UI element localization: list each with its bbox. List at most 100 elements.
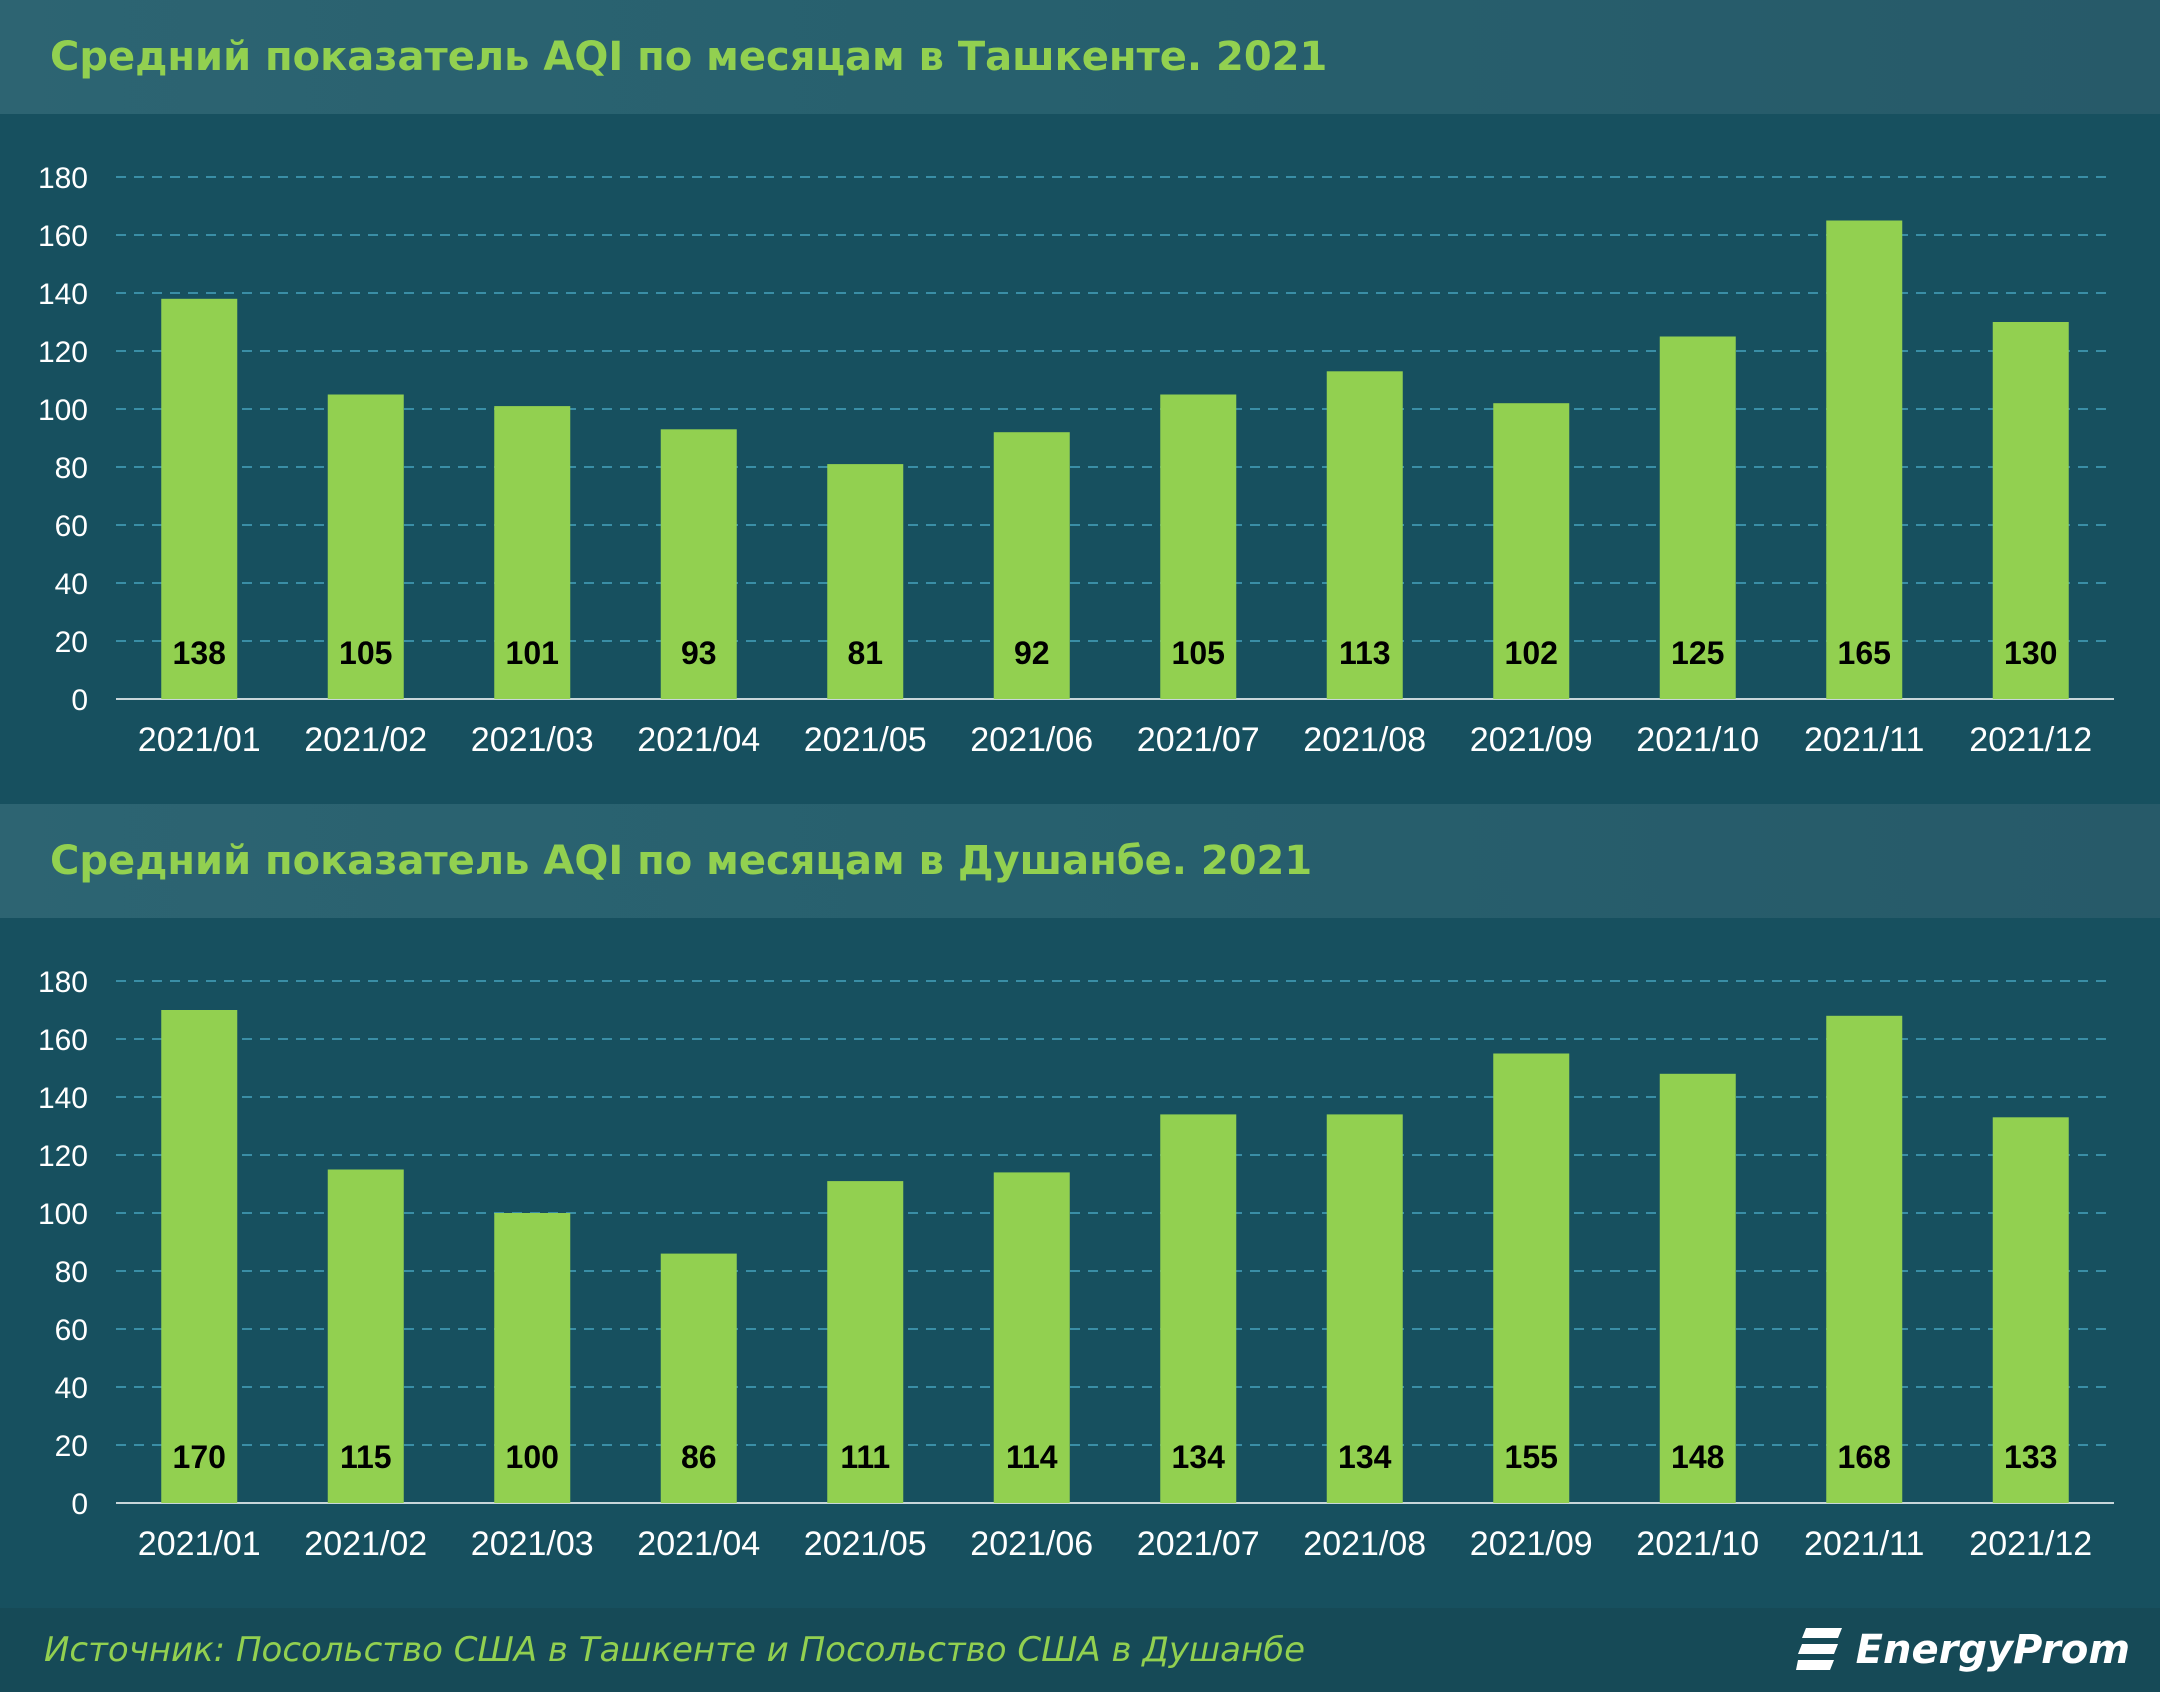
y-tick-label: 160 [38,220,88,253]
bar [1326,371,1403,699]
x-tick-label: 2021/09 [1470,721,1593,759]
x-tick-label: 2021/07 [1137,721,1260,759]
data-label: 101 [506,635,559,671]
y-tick-label: 20 [55,626,88,659]
data-label: 170 [173,1439,226,1475]
data-label: 138 [173,635,226,671]
data-label: 100 [506,1439,559,1475]
data-label: 86 [681,1439,717,1475]
data-label: 125 [1671,635,1724,671]
data-label: 155 [1505,1439,1558,1475]
y-tick-label: 60 [55,1314,88,1347]
y-tick-label: 180 [38,966,88,999]
x-tick-label: 2021/03 [471,1525,594,1563]
data-label: 102 [1505,635,1558,671]
x-tick-label: 2021/12 [1969,1525,2092,1563]
y-tick-label: 160 [38,1024,88,1057]
bar [1493,1053,1570,1503]
bar [1160,394,1237,699]
data-label: 105 [1172,635,1225,671]
energyprom-logo-icon [1795,1628,1842,1670]
bar [1992,1117,2069,1503]
y-tick-label: 40 [55,1372,88,1405]
bar [993,1172,1070,1503]
data-label: 111 [840,1439,890,1475]
x-tick-label: 2021/07 [1137,1525,1260,1563]
x-tick-label: 2021/08 [1303,1525,1426,1563]
bar [494,406,571,699]
source-note: Источник: Посольство США в Ташкенте и По… [44,1630,1306,1670]
y-tick-label: 60 [55,510,88,543]
chart-title-dushanbe: Средний показатель AQI по месяцам в Душа… [50,838,1313,884]
x-tick-label: 2021/08 [1303,721,1426,759]
x-tick-label: 2021/06 [970,721,1093,759]
y-tick-label: 80 [55,452,88,485]
bar [827,464,904,699]
x-tick-label: 2021/04 [637,1525,760,1563]
bar [1160,1114,1237,1503]
bar [1826,220,1903,699]
x-tick-label: 2021/02 [304,1525,427,1563]
chart-title-bar-dushanbe: Средний показатель AQI по месяцам в Душа… [0,804,2160,918]
x-tick-label: 2021/06 [970,1525,1093,1563]
bar-chart-tashkent: 0 20 40 60 80 100 120 140 160 180 138 2021/01 105 202… [38,162,2114,759]
bar [161,298,238,699]
bar [827,1181,904,1503]
energyprom-logo: EnergyProm [1795,1622,2130,1678]
data-label: 115 [340,1439,392,1475]
data-label: 114 [1006,1439,1058,1475]
x-tick-label: 2021/04 [637,721,760,759]
bar [660,429,737,699]
data-label: 148 [1671,1439,1724,1475]
bar [660,1253,737,1503]
chart-title-tashkent: Средний показатель AQI по месяцам в Ташк… [50,34,1328,80]
bar-chart-dushanbe: 0 20 40 60 80 100 120 140 160 180 170 2021/01 115 202… [38,966,2114,1563]
bar [1326,1114,1403,1503]
bar [327,1169,404,1503]
chart-title-bar-tashkent: Средний показатель AQI по месяцам в Ташк… [0,0,2160,114]
y-tick-label: 120 [38,336,88,369]
data-label: 113 [1339,635,1391,671]
x-tick-label: 2021/10 [1636,721,1759,759]
bar [1659,336,1736,699]
x-tick-label: 2021/09 [1470,1525,1593,1563]
data-label: 105 [339,635,392,671]
data-label: 168 [1838,1439,1891,1475]
bar [327,394,404,699]
footer: Источник: Посольство США в Ташкенте и По… [0,1608,2160,1692]
bar [161,1010,238,1503]
y-tick-label: 120 [38,1140,88,1173]
y-tick-label: 140 [38,278,88,311]
x-tick-label: 2021/12 [1969,721,2092,759]
chart-panel-dushanbe: 0 20 40 60 80 100 120 140 160 180 170 2021/01 115 202… [0,918,2160,1608]
y-tick-label: 100 [38,394,88,427]
x-tick-label: 2021/05 [804,721,927,759]
data-label: 134 [1338,1439,1392,1475]
y-tick-label: 40 [55,568,88,601]
bar [993,432,1070,699]
bar [1826,1015,1903,1503]
data-label: 92 [1014,635,1050,671]
y-tick-label: 0 [71,684,88,717]
x-tick-label: 2021/11 [1804,721,1924,759]
data-label: 93 [681,635,717,671]
y-tick-label: 100 [38,1198,88,1231]
data-label: 130 [2004,635,2057,671]
x-tick-label: 2021/02 [304,721,427,759]
x-tick-label: 2021/01 [138,721,261,759]
y-tick-label: 180 [38,162,88,195]
data-label: 165 [1838,635,1891,671]
x-tick-label: 2021/11 [1804,1525,1924,1563]
data-label: 133 [2004,1439,2057,1475]
x-tick-label: 2021/01 [138,1525,261,1563]
y-tick-label: 140 [38,1082,88,1115]
y-tick-label: 20 [55,1430,88,1463]
data-label: 134 [1172,1439,1226,1475]
data-label: 81 [847,635,883,671]
y-tick-label: 0 [71,1488,88,1521]
x-tick-label: 2021/05 [804,1525,927,1563]
x-tick-label: 2021/10 [1636,1525,1759,1563]
logo-text: EnergyProm [1855,1627,2130,1673]
bar [494,1213,571,1503]
